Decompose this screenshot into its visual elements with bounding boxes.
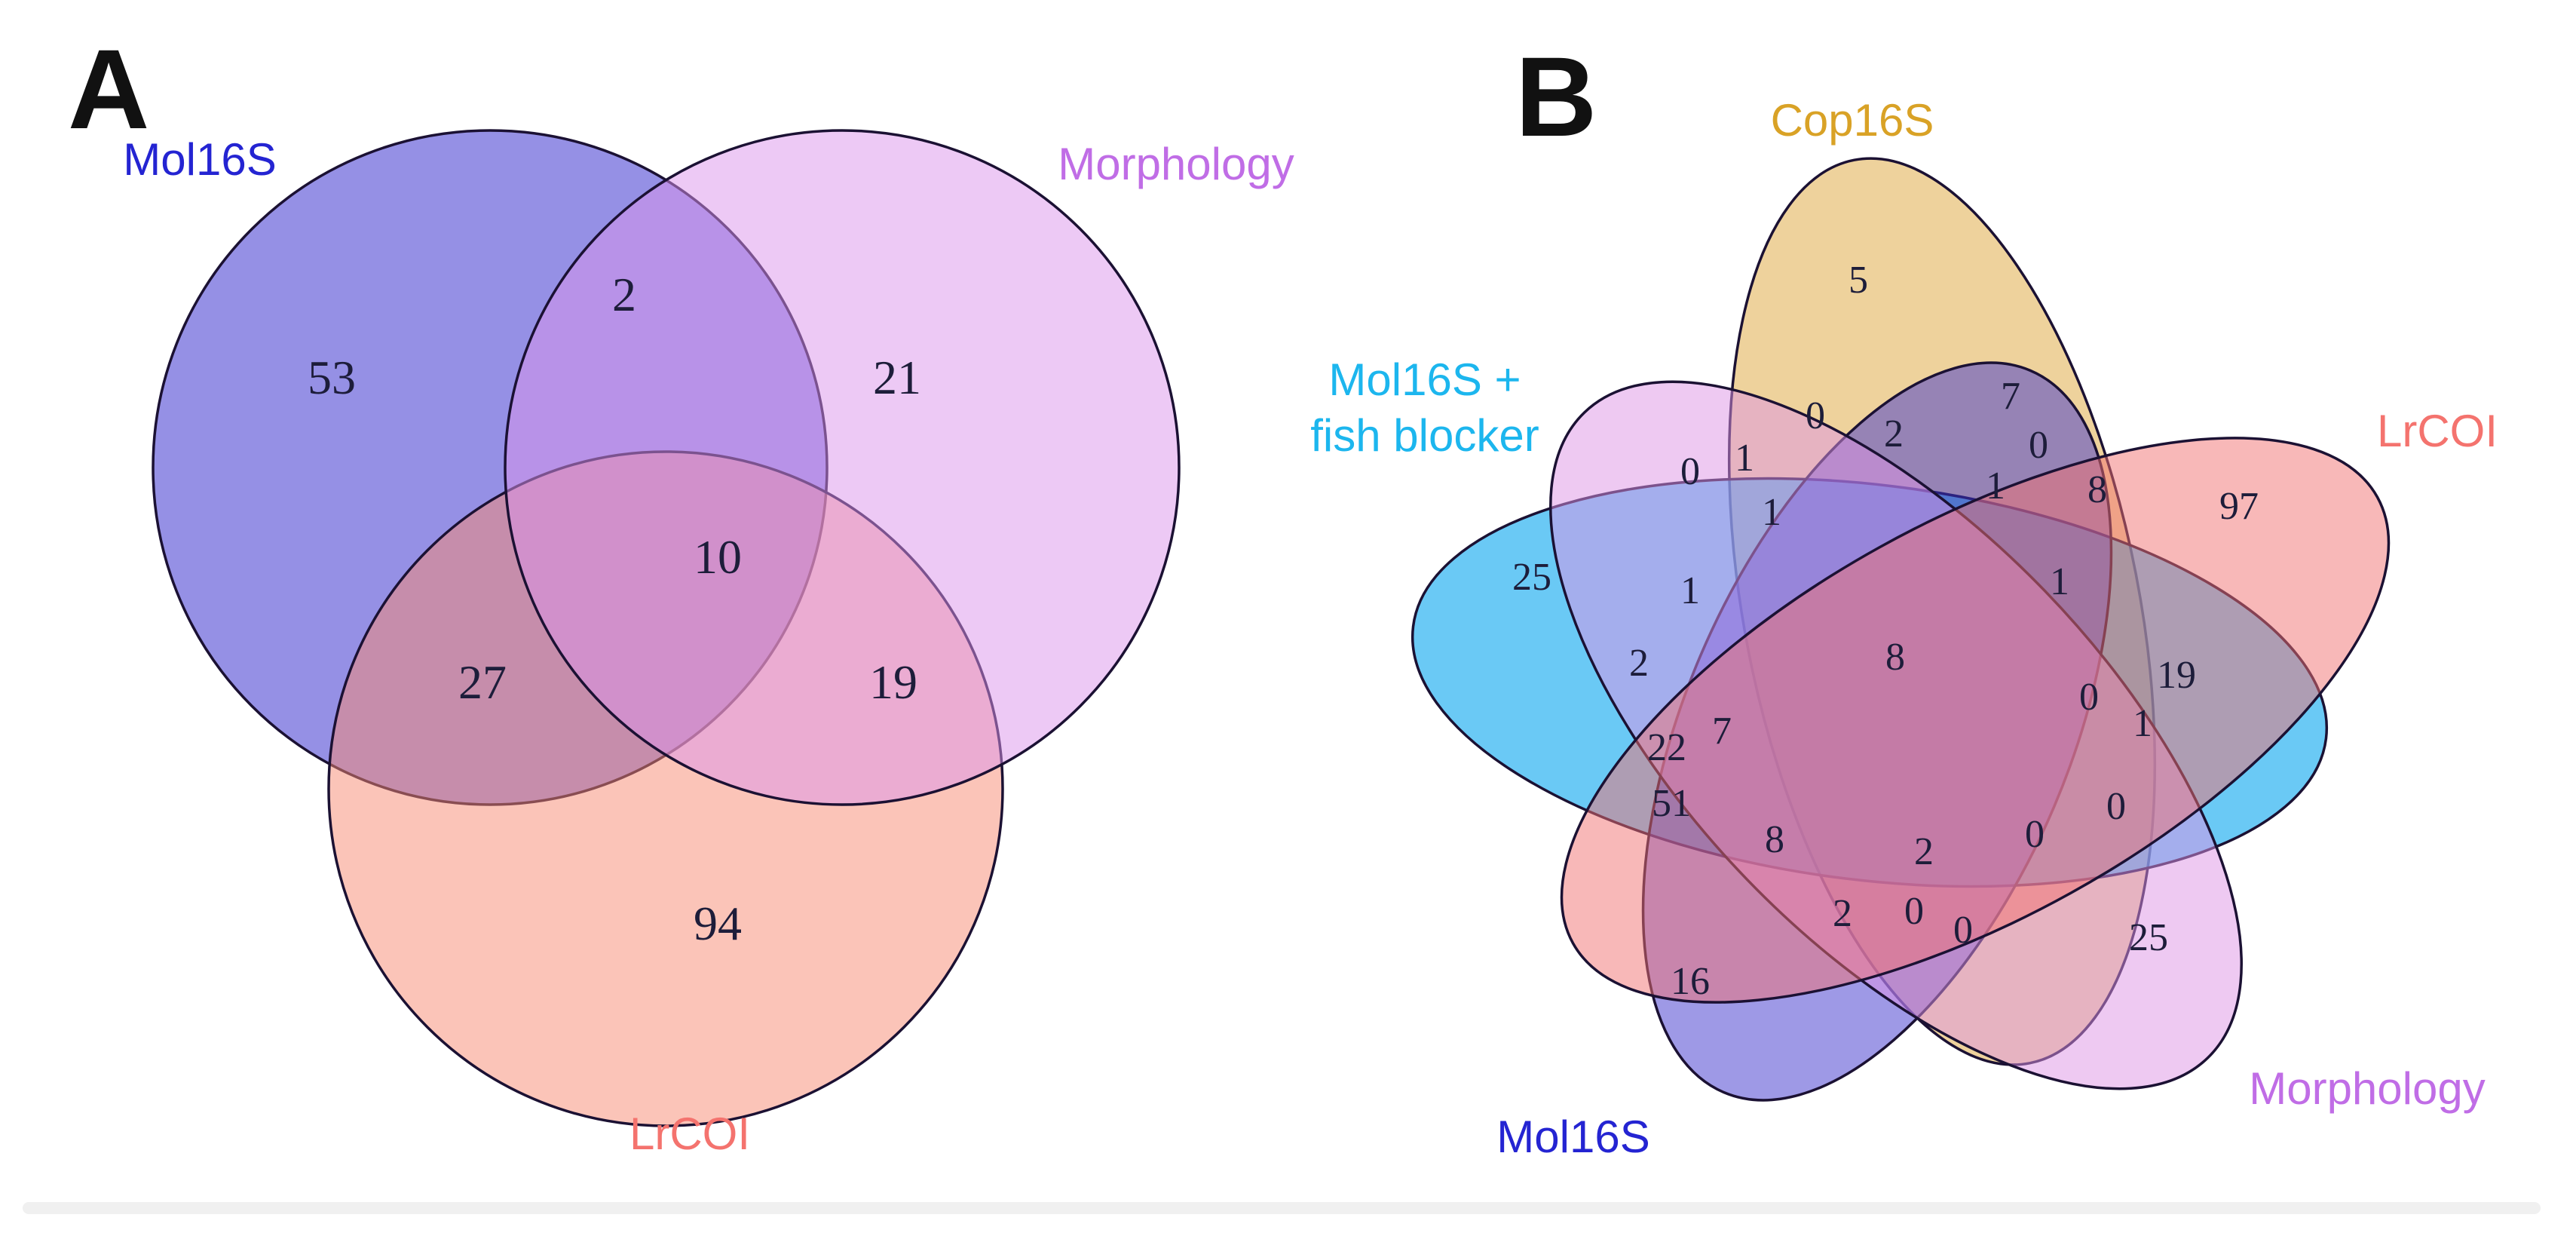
region-count-LrCOI: 94 <box>694 897 742 950</box>
region-count-LrCOI-Morphology-Mol16Sfishblocker: 1 <box>2133 702 2152 745</box>
region-count-Morphology: 25 <box>2129 916 2168 959</box>
set-label-Cop16S: Cop16S <box>1771 95 1934 146</box>
region-count-Cop16S-LrCOI-Morphology: 1 <box>1986 465 2005 508</box>
region-count-LrCOI-Morphology-Mol16S-Mol16Sfishblocker: 7 <box>1712 710 1732 753</box>
region-count-Morphology: 21 <box>873 351 921 404</box>
region-count-Morphology-LrCOI: 19 <box>869 655 917 709</box>
region-count-Cop16S-LrCOI-Mol16Sfishblocker: 1 <box>1735 437 1754 480</box>
region-count-Morphology-Mol16S-Mol16Sfishblocker: 22 <box>1647 726 1686 769</box>
region-count-Mol16S: 53 <box>308 351 356 404</box>
panel-a-texts: 53 2 21 10 27 19 94 Mol16S Morphology LrCOI A <box>68 26 1294 1159</box>
region-count-Mol16S-Mol16Sfishblocker: 51 <box>1652 782 1691 825</box>
region-count-Cop16S-LrCOI-Morphology-Mol16Sfishblocker: 0 <box>2106 785 2126 828</box>
venn-b-ellipse-lrcoi <box>1560 437 2391 1004</box>
set-label-Morphology: Morphology <box>1058 139 1294 189</box>
region-count-Cop16S-Mol16S-Mol16Sfishblocker: 1 <box>1762 491 1781 534</box>
region-count-Morphology-Mol16S: 2 <box>1833 892 1852 935</box>
set-label-Mol16Sfishblocker: Mol16S + <box>1328 354 1521 405</box>
region-count-LrCOI-Morphology: 19 <box>2157 654 2196 697</box>
venn-a-circle-morphology <box>504 129 1181 806</box>
region-count-Cop16S: 5 <box>1849 259 1868 302</box>
region-count-Cop16S-Mol16S: 2 <box>1884 412 1904 455</box>
region-count-LrCOI-Mol16Sfishblocker: 0 <box>2079 676 2099 719</box>
region-count-Cop16S-LrCOI-Mol16S-Mol16Sfishblocker: 0 <box>2025 813 2045 856</box>
region-count-Cop16S-Morphology-Mol16S: 0 <box>1904 890 1924 933</box>
region-count-Cop16S-Mol16Sfishblocker: 0 <box>1680 450 1700 493</box>
region-count-Mol16S-Morphology-LrCOI: 10 <box>694 530 742 584</box>
region-count-LrCOI-Mol16S-Mol16Sfishblocker: 8 <box>1765 818 1784 861</box>
region-count-Cop16S-LrCOI-Morphology-Mol16S: 2 <box>1914 830 1934 873</box>
region-count-LrCOI-Morphology-Mol16S: 1 <box>2050 560 2069 603</box>
region-count-Cop16S-Morphology: 0 <box>1806 394 1825 437</box>
region-count-Mol16S: 16 <box>1671 960 1710 1003</box>
panel-letter-A: A <box>68 26 149 152</box>
set-label-LrCOI: LrCOI <box>629 1109 750 1159</box>
panel-letter-B: B <box>1515 33 1597 160</box>
set-label-Mol16S: Mol16S <box>1496 1112 1649 1162</box>
region-count-Cop16S-LrCOI-Morphology-Mol16S-Mol16Sfishblocker: 8 <box>1885 636 1905 679</box>
set-label-Mol16S: Mol16S <box>123 134 276 185</box>
bottom-scroll-bar[interactable] <box>23 1202 2541 1214</box>
panel-a: 53 2 21 10 27 19 94 Mol16S Morphology LrCOI A <box>68 26 1294 1159</box>
region-count-Cop16S-Morphology-Mol16S-Mol16Sfishblocker: 0 <box>1953 909 1973 952</box>
region-count-Cop16S-LrCOI: 7 <box>2001 375 2020 418</box>
set-label-Morphology: Morphology <box>2249 1063 2486 1114</box>
set-label-LrCOI: LrCOI <box>2377 406 2498 456</box>
region-count-Cop16S-Morphology-Mol16Sfishblocker: 1 <box>1680 569 1700 612</box>
region-count-LrCOI: 97 <box>2219 485 2259 528</box>
region-count-Cop16S-LrCOI-Mol16S: 0 <box>2029 424 2048 467</box>
region-count-Mol16Sfishblocker: 25 <box>1512 556 1551 599</box>
region-count-Mol16S-LrCOI: 27 <box>458 655 507 709</box>
region-count-Morphology-Mol16Sfishblocker: 2 <box>1629 642 1649 685</box>
region-count-Mol16S-Morphology: 2 <box>612 268 636 321</box>
region-count-LrCOI-Mol16S: 8 <box>2087 468 2107 511</box>
set-label-Mol16Sfishblocker: fish blocker <box>1310 410 1539 461</box>
